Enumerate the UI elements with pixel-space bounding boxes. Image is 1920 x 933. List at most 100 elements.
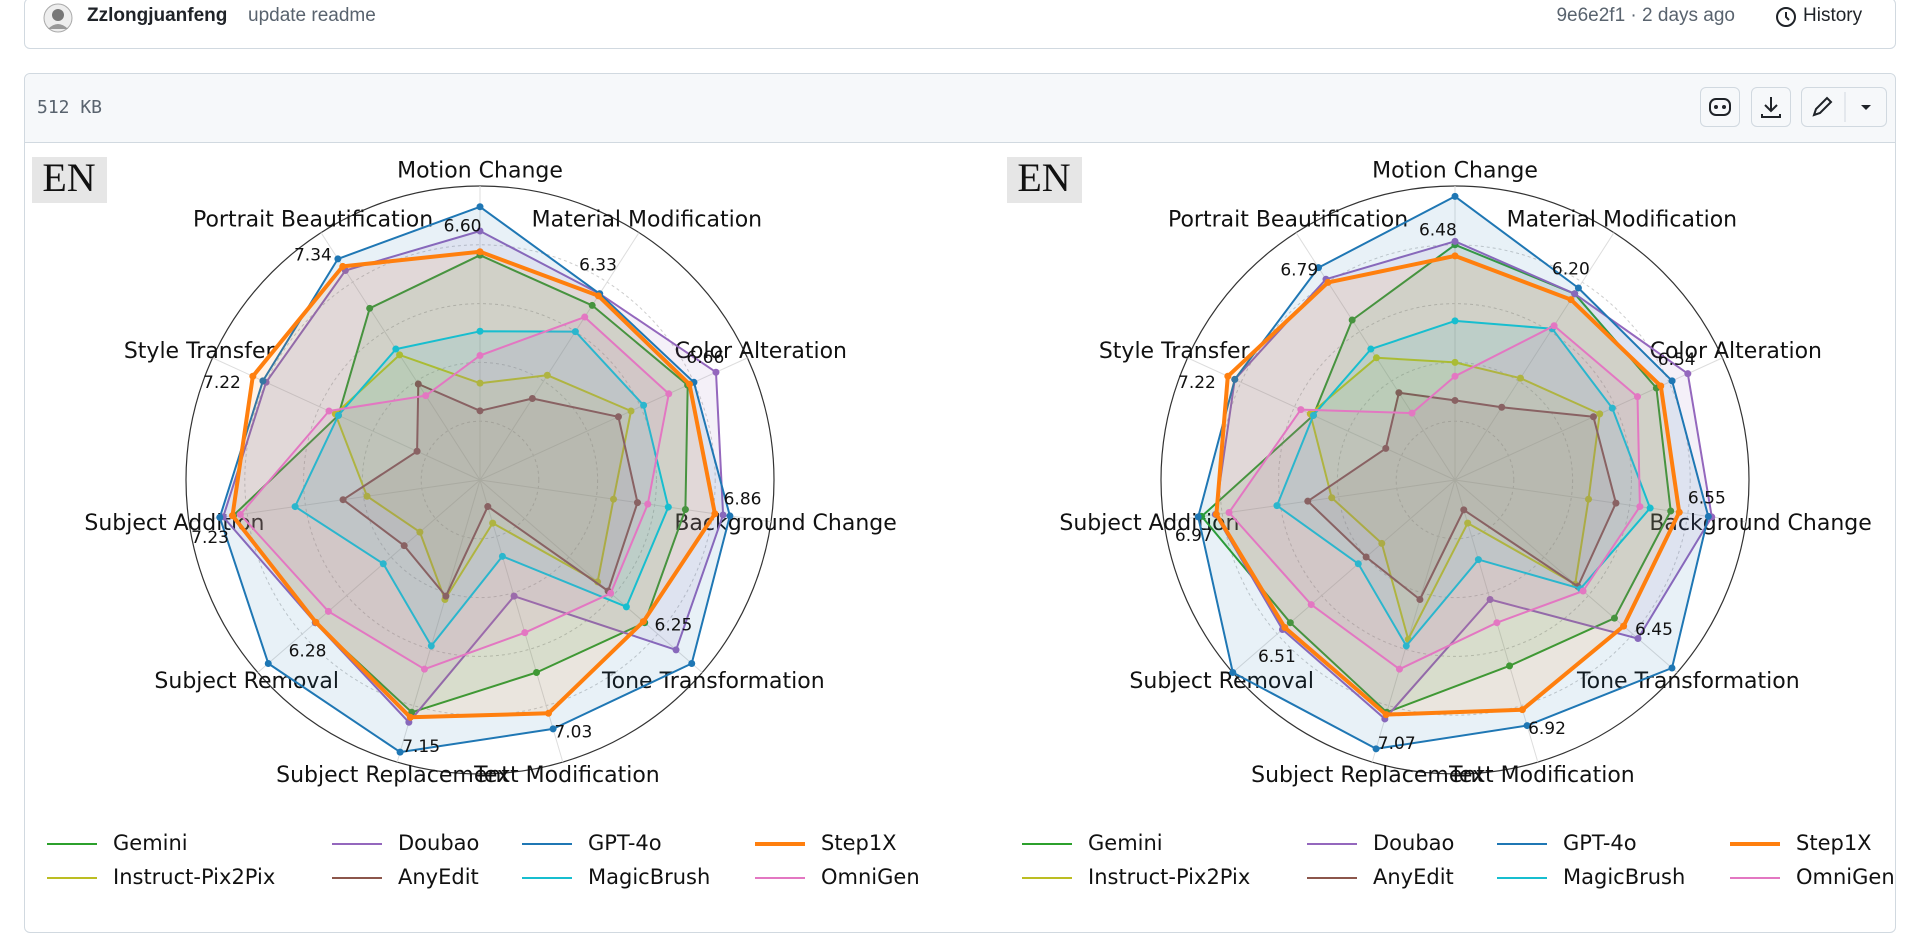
- legend-label: OmniGen: [1796, 865, 1895, 889]
- avatar[interactable]: [43, 3, 73, 33]
- edit-button-group[interactable]: [1801, 87, 1887, 127]
- series-marker: [392, 345, 400, 353]
- series-marker: [1612, 499, 1620, 507]
- series-marker: [228, 512, 236, 520]
- series-marker: [476, 227, 484, 235]
- series-marker: [406, 713, 414, 721]
- file-size: 512 KB: [37, 97, 103, 118]
- history-link[interactable]: History: [1803, 5, 1863, 26]
- series-area: [1276, 319, 1652, 647]
- value-label: 6.97: [1175, 526, 1213, 546]
- series-marker: [1518, 706, 1526, 714]
- series-marker: [528, 395, 536, 403]
- series-marker: [414, 380, 422, 388]
- series-marker: [363, 492, 371, 500]
- series-marker: [622, 603, 630, 611]
- series-marker: [476, 327, 484, 335]
- series-marker: [325, 407, 333, 415]
- series-marker: [324, 607, 332, 615]
- series-marker: [1451, 252, 1459, 260]
- series-marker: [249, 372, 257, 380]
- category-label: Material Modification: [1507, 207, 1737, 232]
- series-marker: [1646, 504, 1654, 512]
- series-marker: [1684, 370, 1692, 378]
- series-marker: [442, 592, 450, 600]
- commit-meta[interactable]: 9e6e2f1 · 2 days ago: [1556, 5, 1735, 26]
- file-header: 512 KB: [25, 74, 1895, 143]
- series-area: [294, 330, 670, 647]
- series-marker: [1451, 396, 1459, 404]
- series-marker: [686, 380, 694, 388]
- legend-label: GPT-4o: [1563, 831, 1637, 855]
- series-area: [342, 383, 639, 598]
- series-marker: [1378, 539, 1386, 547]
- category-label: Color Alteration: [675, 339, 847, 364]
- file-view: 512 KB: [24, 73, 1896, 933]
- category-label: Style Transfer: [124, 339, 276, 364]
- series-marker: [521, 629, 529, 637]
- series-marker: [366, 304, 374, 312]
- value-label: 6.66: [686, 348, 724, 368]
- value-label: 7.15: [402, 737, 440, 757]
- series-marker: [1367, 345, 1375, 353]
- value-label: 6.28: [289, 641, 327, 661]
- series-marker: [1382, 711, 1390, 719]
- legend-label: Gemini: [113, 831, 188, 855]
- series-marker: [664, 503, 672, 511]
- series-marker: [1633, 393, 1641, 401]
- category-label: Tone Transformation: [601, 669, 825, 694]
- series-marker: [672, 646, 680, 654]
- category-label: Background Change: [674, 511, 896, 536]
- series-marker: [1328, 494, 1336, 502]
- series-area: [334, 353, 632, 601]
- series-marker: [1610, 614, 1618, 622]
- badge: EN: [1017, 155, 1070, 200]
- series-marker: [1395, 665, 1403, 673]
- series-area: [239, 316, 670, 671]
- series-marker: [1408, 409, 1416, 417]
- series-marker: [216, 513, 224, 521]
- value-label: 7.22: [1178, 373, 1216, 393]
- series-marker: [1657, 382, 1665, 390]
- series-marker: [1585, 495, 1593, 503]
- series-marker: [644, 500, 652, 508]
- spoke: [1454, 479, 1747, 523]
- series-marker: [1579, 587, 1587, 595]
- series-marker: [1281, 623, 1289, 631]
- commit-message[interactable]: update readme: [248, 5, 376, 26]
- category-label: Style Transfer: [1099, 339, 1251, 364]
- series-marker: [396, 351, 404, 359]
- series-marker: [1675, 508, 1683, 516]
- value-label: 6.79: [1280, 261, 1318, 281]
- value-label: 6.92: [1528, 719, 1566, 739]
- badge: EN: [42, 155, 95, 200]
- category-label: Portrait Beautification: [193, 207, 433, 232]
- category-label: Subject Removal: [1129, 669, 1314, 694]
- category-label: Subject Addition: [1059, 511, 1239, 536]
- history-icon[interactable]: [1773, 4, 1799, 30]
- series-area: [1309, 356, 1601, 641]
- legend-label: Doubao: [398, 831, 479, 855]
- download-button[interactable]: [1751, 87, 1791, 127]
- legend-label: Step1X: [1796, 831, 1872, 855]
- value-label: 6.45: [1635, 620, 1673, 640]
- series-marker: [1362, 553, 1370, 561]
- series-marker: [1451, 192, 1459, 200]
- value-label: 7.03: [554, 722, 592, 742]
- series-marker: [1506, 662, 1514, 670]
- series-marker: [1571, 290, 1579, 298]
- series-area: [1214, 253, 1682, 717]
- series-marker: [640, 401, 648, 409]
- author[interactable]: Zzlongjuanfeng: [87, 5, 228, 26]
- series-marker: [1348, 316, 1356, 324]
- series-marker: [711, 510, 719, 518]
- series-marker: [1634, 635, 1642, 643]
- value-label: 6.60: [444, 216, 482, 236]
- copilot-button[interactable]: [1700, 87, 1740, 127]
- legend-label: OmniGen: [821, 865, 920, 889]
- spoke: [479, 479, 703, 673]
- badge-box: [1007, 157, 1082, 203]
- series-marker: [1224, 372, 1232, 380]
- series-marker: [1402, 642, 1410, 650]
